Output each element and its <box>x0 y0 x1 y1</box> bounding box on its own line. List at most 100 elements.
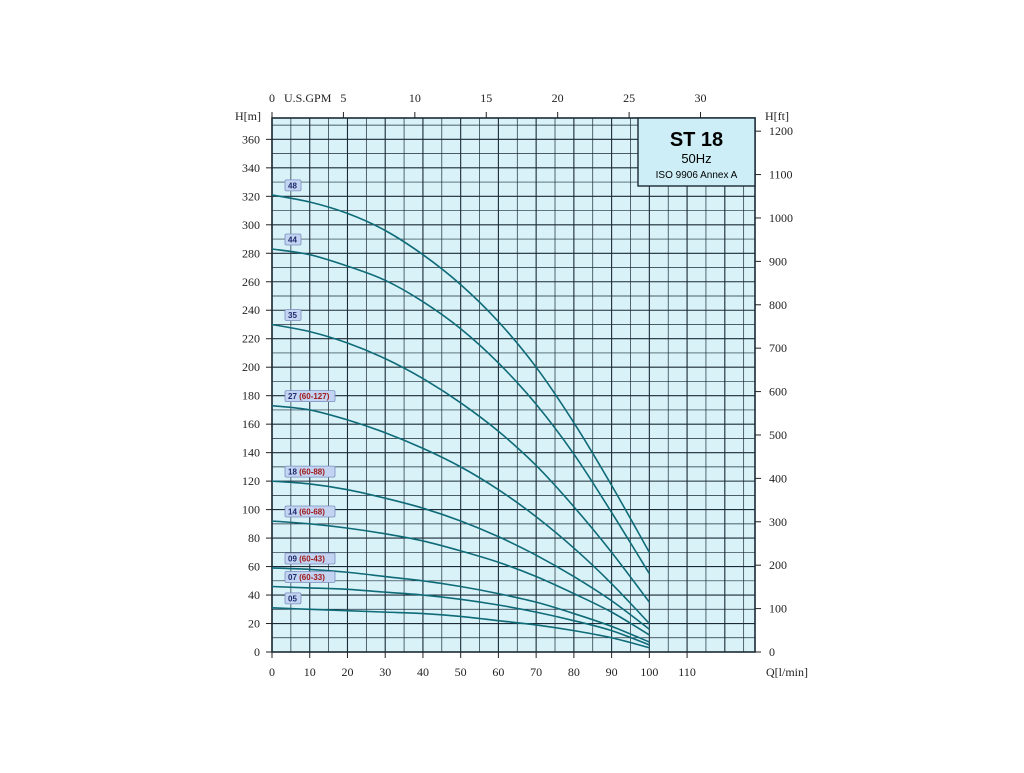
curve-label-text: 07 (60-33) <box>288 573 325 582</box>
right-tick-label: 700 <box>769 341 787 355</box>
chart-standard: ISO 9906 Annex A <box>656 170 738 181</box>
curve-label-box <box>284 390 336 403</box>
curve-label-35: 35 <box>284 309 302 321</box>
curve-label-07: 07 (60-33) <box>284 571 336 583</box>
curve-label-model: 18 <box>288 468 297 477</box>
curve-label-box <box>284 233 302 246</box>
y-tick-label: 100 <box>242 503 260 517</box>
curve-label-14: 14 (60-68) <box>284 505 336 518</box>
y-tick-label: 300 <box>242 218 260 232</box>
top-tick-label: 20 <box>552 91 564 105</box>
x-tick-label: 20 <box>341 665 353 679</box>
curve-label-model: 07 <box>288 573 297 582</box>
right-tick-label: 0 <box>769 645 775 659</box>
right-tick-label: 200 <box>769 558 787 572</box>
y-tick-label: 240 <box>242 303 260 317</box>
curve-label-27: 27 (60-127) <box>284 390 336 403</box>
curve-27 <box>271 404 650 625</box>
curve-label-18: 18 (60-88) <box>284 465 336 478</box>
y-tick-label: 320 <box>242 189 260 203</box>
x-tick-label: 90 <box>606 665 618 679</box>
y-axis-label-right: H[ft] <box>765 109 789 123</box>
y-tick-label: 180 <box>242 389 260 403</box>
y-tick-label: 20 <box>248 617 260 631</box>
curve-label-05: 05 <box>284 592 302 605</box>
x-axis-label: Q[l/min] <box>766 665 808 679</box>
top-tick-label: 0 <box>269 91 275 105</box>
curve-label-box <box>284 592 302 605</box>
y-tick-label: 80 <box>248 531 260 545</box>
curve-label-text: 14 (60-68) <box>288 507 325 516</box>
y-tick-label: 360 <box>242 132 260 146</box>
title-box-frame <box>637 117 756 187</box>
right-tick-label: 800 <box>769 298 787 312</box>
curve-label-text: 48 <box>288 181 297 190</box>
curve-label-box <box>284 505 336 518</box>
y-tick-label: 220 <box>242 332 260 346</box>
curve-label-box <box>284 309 302 321</box>
curve-label-range: (60-43) <box>297 554 325 563</box>
top-tick-label: 30 <box>695 91 707 105</box>
curve-label-model: 48 <box>288 181 297 190</box>
right-tick-label: 900 <box>769 254 787 268</box>
y-axis-label-left: H[m] <box>235 109 261 123</box>
y-tick-label: 280 <box>242 246 260 260</box>
curve-label-text: 05 <box>288 594 297 603</box>
grid-lines <box>271 118 755 653</box>
x-tick-label: 40 <box>417 665 429 679</box>
x-tick-label: 100 <box>640 665 658 679</box>
right-tick-label: 1200 <box>769 124 793 138</box>
x-tick-label: 80 <box>568 665 580 679</box>
y-tick-label: 120 <box>242 474 260 488</box>
top-tick-label: 10 <box>409 91 421 105</box>
curve-label-box <box>284 179 302 192</box>
top-tick-label: 5 <box>340 91 346 105</box>
x-tick-label: 110 <box>678 665 696 679</box>
curve-label-text: 27 (60-127) <box>288 392 330 401</box>
curve-label-model: 09 <box>288 554 297 563</box>
curve-label-box <box>284 552 336 565</box>
curve-label-48: 48 <box>284 179 302 192</box>
chart-title: ST 18 <box>670 129 723 151</box>
right-tick-label: 300 <box>769 515 787 529</box>
curve-09 <box>271 567 650 643</box>
right-tick-label: 500 <box>769 428 787 442</box>
y-tick-label: 200 <box>242 360 260 374</box>
y-tick-label: 0 <box>254 645 260 659</box>
curve-label-text: 18 (60-88) <box>288 468 325 477</box>
right-tick-label: 400 <box>769 471 787 485</box>
curve-label-text: 09 (60-43) <box>288 554 325 563</box>
curve-label-model: 44 <box>288 236 297 245</box>
curve-label-model: 14 <box>288 507 297 516</box>
curve-07 <box>271 585 650 646</box>
x-tick-label: 60 <box>492 665 504 679</box>
curve-label-box <box>284 465 336 478</box>
curve-label-box <box>284 571 336 583</box>
curve-label-model: 05 <box>288 594 297 603</box>
curve-05 <box>271 607 650 649</box>
x-tick-label: 10 <box>304 665 316 679</box>
chart-subtitle: 50Hz <box>681 151 711 166</box>
plot-background <box>272 118 755 652</box>
y-tick-label: 260 <box>242 275 260 289</box>
right-tick-label: 100 <box>769 602 787 616</box>
y-tick-label: 40 <box>248 588 260 602</box>
curve-label-text: 44 <box>288 236 297 245</box>
top-tick-label: 15 <box>480 91 492 105</box>
y-tick-label: 160 <box>242 417 260 431</box>
curve-48 <box>271 194 651 553</box>
curve-35 <box>271 323 650 603</box>
x-tick-label: 50 <box>455 665 467 679</box>
curve-label-model: 35 <box>288 311 297 320</box>
curve-44 <box>271 248 651 575</box>
right-tick-label: 600 <box>769 385 787 399</box>
x-tick-label: 30 <box>379 665 391 679</box>
curves <box>271 194 651 649</box>
y-tick-label: 60 <box>248 560 260 574</box>
right-tick-label: 1100 <box>769 168 793 182</box>
curve-label-range: (60-33) <box>297 573 325 582</box>
x-tick-label: 70 <box>530 665 542 679</box>
